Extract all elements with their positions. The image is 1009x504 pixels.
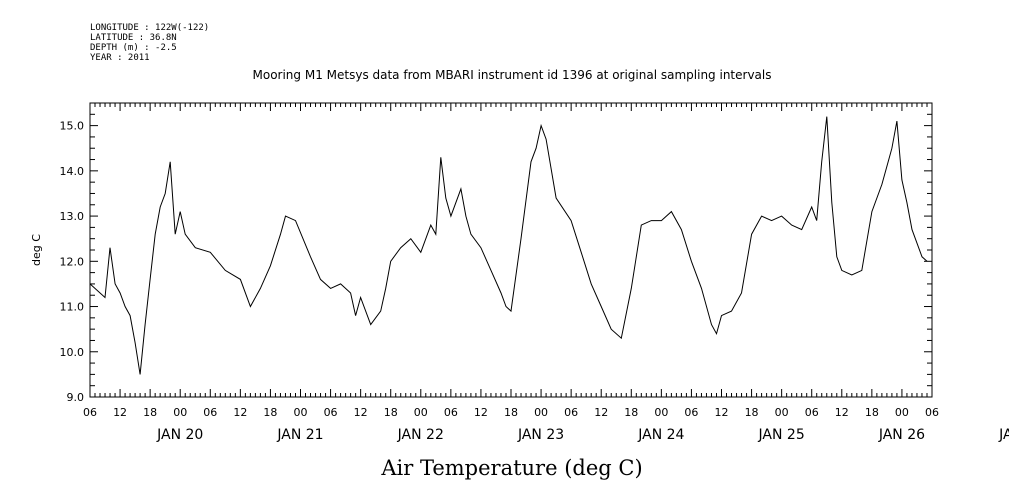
y-tick-label: 10.0 (60, 346, 85, 359)
x-day-label: JAN 27 (998, 427, 1009, 443)
x-tick-label: 00 (294, 406, 308, 419)
x-tick-label: 18 (263, 406, 277, 419)
x-tick-label: 18 (143, 406, 157, 419)
x-tick-label: 06 (203, 406, 217, 419)
x-tick-label: 06 (564, 406, 578, 419)
x-day-label: JAN 21 (276, 427, 323, 443)
x-tick-label: 06 (925, 406, 939, 419)
x-tick-label: 00 (654, 406, 668, 419)
x-tick-label: 12 (835, 406, 849, 419)
x-tick-label: 12 (474, 406, 488, 419)
x-day-label: JAN 25 (758, 427, 805, 443)
y-axis: 9.0 10.0 11.0 12.0 13.0 14.0 15.0 (60, 102, 932, 404)
x-tick-label: 12 (354, 406, 368, 419)
y-tick-label: 15.0 (60, 120, 85, 133)
x-tick-label: 00 (775, 406, 789, 419)
x-tick-label: 12 (113, 406, 127, 419)
x-tick-label: 12 (233, 406, 247, 419)
x-tick-label: 18 (745, 406, 759, 419)
y-tick-label: 9.0 (67, 391, 85, 404)
x-tick-label: 06 (83, 406, 97, 419)
y-tick-label: 14.0 (60, 165, 85, 178)
meta-depth: DEPTH (m) : -2.5 (90, 43, 177, 53)
x-tick-label: 06 (805, 406, 819, 419)
x-tick-label: 00 (414, 406, 428, 419)
x-day-label: JAN 23 (517, 427, 564, 443)
x-day-label: JAN 20 (156, 427, 203, 443)
x-tick-label: 06 (324, 406, 338, 419)
x-day-label: JAN 26 (878, 427, 925, 443)
y-tick-label: 11.0 (60, 301, 85, 314)
x-tick-label: 18 (865, 406, 879, 419)
x-axis-label: Air Temperature (deg C) (380, 456, 642, 480)
series-line-air-temperature (89, 116, 928, 375)
meta-year: YEAR : 2011 (90, 53, 150, 63)
meta-longitude: LONGITUDE : 122W(-122) (90, 23, 209, 33)
x-tick-label: 06 (684, 406, 698, 419)
plot-frame (89, 102, 933, 398)
series-layer (89, 116, 928, 375)
chart-title: Mooring M1 Metsys data from MBARI instru… (253, 68, 772, 82)
x-tick-label: 18 (504, 406, 518, 419)
y-tick-label: 12.0 (60, 255, 85, 268)
y-tick-label: 13.0 (60, 210, 85, 223)
x-tick-label: 12 (715, 406, 729, 419)
x-tick-label: 12 (594, 406, 608, 419)
y-axis-label: deg C (30, 234, 43, 266)
x-tick-label: 00 (173, 406, 187, 419)
x-tick-label: 18 (384, 406, 398, 419)
x-tick-label: 18 (624, 406, 638, 419)
x-tick-label: 00 (895, 406, 909, 419)
x-tick-label: 06 (444, 406, 458, 419)
x-tick-label: 00 (534, 406, 548, 419)
x-day-label: JAN 24 (637, 427, 684, 443)
x-axis: 06 12 18 00 06 12 18 00 06 12 18 00 06 12 18 00 06 12 18 00… (83, 103, 1009, 443)
meta-latitude: LATITUDE : 36.8N (90, 33, 177, 43)
x-day-label: JAN 22 (397, 427, 444, 443)
